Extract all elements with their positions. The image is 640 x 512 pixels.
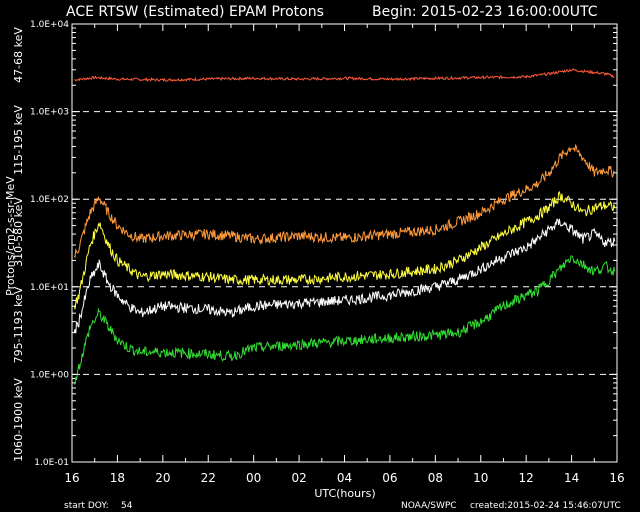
- y-tick-label-5: 1.0E+04: [30, 20, 69, 30]
- legend-label-2: 310-580 keV: [12, 197, 25, 267]
- series-line-2: [73, 190, 616, 310]
- series-line-1: [73, 143, 616, 259]
- x-tick-label-4: 00: [246, 471, 261, 485]
- x-tick-label-3: 22: [201, 471, 216, 485]
- y-tick-label-2: 1.0E+01: [30, 283, 69, 293]
- created-label: created:2015-02-24 15:46:07UTC: [470, 501, 621, 511]
- source-label: NOAA/SWPC: [401, 501, 457, 511]
- series-line-4: [73, 255, 616, 385]
- x-axis-label: UTC(hours): [314, 487, 375, 500]
- legend-label-0: 47-68 keV: [12, 27, 25, 83]
- x-tick-label-10: 12: [519, 471, 534, 485]
- legend-label-3: 795-1193 keV: [12, 286, 25, 363]
- x-tick-label-0: 16: [64, 471, 79, 485]
- series-line-3: [73, 218, 616, 334]
- legend-label-1: 115-195 keV: [12, 105, 25, 175]
- x-tick-label-9: 10: [473, 471, 488, 485]
- chart-title: ACE RTSW (Estimated) EPAM Protons: [66, 4, 324, 20]
- series-line-0: [74, 68, 615, 82]
- x-tick-label-2: 20: [155, 471, 170, 485]
- y-axis-label: Protons/cm2-s-sr-MeV: [4, 176, 17, 296]
- x-tick-label-6: 04: [337, 471, 352, 485]
- legend-label-4: 1060-1900 keV: [12, 378, 25, 462]
- x-tick-label-7: 06: [382, 471, 397, 485]
- x-tick-label-12: 16: [609, 471, 624, 485]
- x-tick-label-11: 14: [564, 471, 579, 485]
- plot-area: 16 18 20 22 00 02 04 06 08 10 12 14 16 1.0E-01 1.0E+00…: [12, 20, 625, 485]
- y-tick-label-1: 1.0E+00: [30, 370, 69, 380]
- chart-begin-label: Begin: 2015-02-23 16:00:00UTC: [372, 4, 598, 20]
- x-tick-label-5: 02: [291, 471, 306, 485]
- x-tick-label-8: 08: [428, 471, 443, 485]
- x-tick-label-1: 18: [110, 471, 125, 485]
- y-tick-label-4: 1.0E+03: [30, 108, 69, 118]
- y-tick-label-0: 1.0E-01: [34, 458, 69, 468]
- y-tick-label-3: 1.0E+02: [30, 195, 69, 205]
- start-doy-value: 54: [121, 501, 133, 511]
- start-doy-label: start DOY:: [64, 501, 109, 511]
